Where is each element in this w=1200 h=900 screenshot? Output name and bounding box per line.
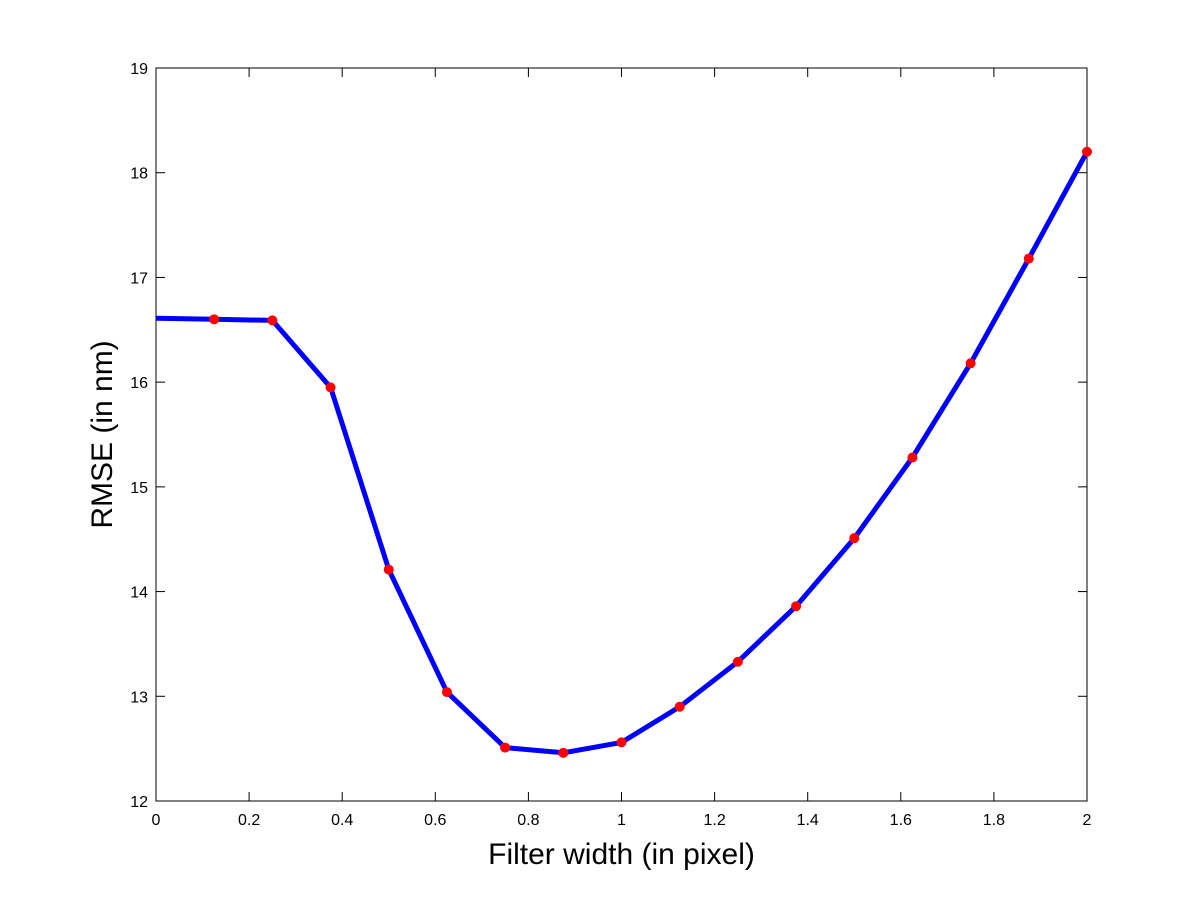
axis-tick-labels: 0 0.2 0.4 0.6 0.8 1 1.2 1.4 1.6 1.8 2 12 13 14 15 16 17 1… (130, 61, 1091, 829)
plot-area (155, 67, 1088, 802)
data-point (267, 315, 278, 326)
x-tick-label: 0 (152, 812, 161, 829)
y-tick-label: 16 (130, 375, 148, 392)
y-tick-label: 19 (130, 61, 148, 78)
data-point (500, 742, 511, 753)
x-tick-label: 0.8 (517, 812, 539, 829)
x-tick-label: 1.6 (890, 812, 912, 829)
data-point (791, 601, 802, 612)
data-series (155, 146, 1092, 758)
data-point (849, 533, 860, 544)
data-point (325, 382, 336, 393)
data-point (383, 564, 394, 575)
data-point (441, 687, 452, 698)
y-tick-label: 12 (130, 794, 148, 811)
data-point (616, 737, 627, 748)
x-tick-label: 1.8 (983, 812, 1005, 829)
data-point (732, 656, 743, 667)
x-tick-label: 1.2 (703, 812, 725, 829)
data-point (674, 701, 685, 712)
data-point (1082, 146, 1092, 157)
x-tick-label: 0.6 (424, 812, 446, 829)
data-point (558, 747, 569, 758)
data-point (965, 358, 976, 369)
y-tick-label: 13 (130, 689, 148, 706)
x-axis-title: Filter width (in pixel) (488, 838, 755, 871)
y-tick-label: 17 (130, 270, 148, 287)
x-tick-label: 1.4 (797, 812, 819, 829)
y-tick-label: 18 (130, 166, 148, 183)
y-tick-label: 14 (130, 585, 148, 602)
y-tick-label: 15 (130, 480, 148, 497)
axis-ticks (155, 67, 1088, 802)
x-tick-label: 0.4 (331, 812, 353, 829)
data-point (907, 452, 918, 463)
x-tick-label: 2 (1083, 812, 1092, 829)
x-tick-label: 1 (617, 812, 626, 829)
y-axis-title: RMSE (in nm) (86, 340, 119, 528)
data-point (209, 314, 220, 325)
data-point (1023, 253, 1034, 264)
x-tick-label: 0.2 (238, 812, 260, 829)
